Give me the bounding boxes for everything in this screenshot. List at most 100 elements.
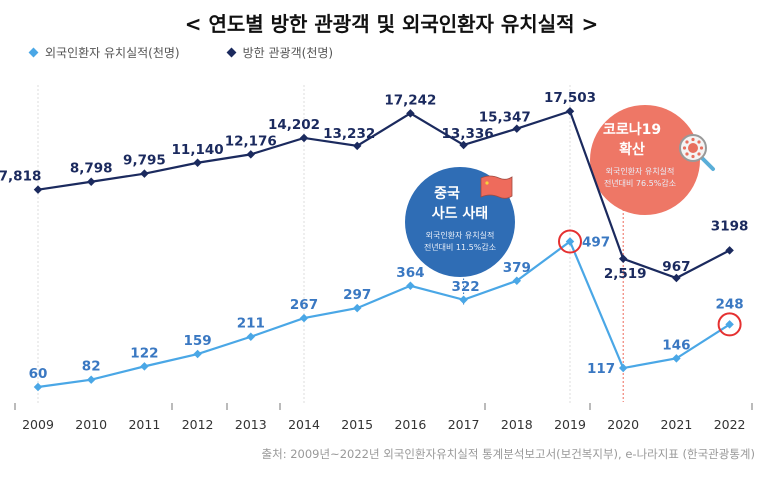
- data-label-2011: 9,795: [123, 153, 166, 169]
- x-tick-label-2016: 2016: [394, 417, 426, 432]
- data-label-2009: 60: [29, 366, 48, 382]
- virus-spike: [697, 152, 701, 156]
- data-label-2021: 146: [662, 337, 690, 353]
- annotation-title-line1: 코로나19: [603, 122, 661, 138]
- data-label-2018: 15,347: [479, 110, 531, 126]
- data-label-2016: 17,242: [384, 92, 436, 108]
- legend-item-patients: 외국인환자 유치실적(천명): [28, 44, 180, 61]
- data-point-2020: [618, 363, 628, 373]
- virus-spike: [699, 146, 704, 150]
- chart-title: < 연도별 방한 관광객 및 외국인환자 유치실적 >: [184, 12, 599, 36]
- data-label-2020: 117: [587, 361, 615, 377]
- magnifier-handle: [699, 155, 715, 171]
- data-point-2018: [512, 276, 522, 286]
- data-point-2014: [299, 313, 309, 323]
- data-point-2011: [140, 169, 149, 178]
- legend-item-tourists: 방한 관광객(천명): [226, 44, 334, 61]
- virus-core: [688, 143, 698, 153]
- x-tick-label-2014: 2014: [288, 417, 320, 432]
- data-label-2013: 211: [237, 316, 265, 332]
- data-label-2022: 248: [716, 296, 744, 312]
- x-tick-label-2013: 2013: [235, 417, 267, 432]
- series-line: [37, 239, 731, 389]
- data-point-2022: [725, 246, 734, 255]
- flag-star: [485, 181, 489, 185]
- data-label-2010: 82: [82, 359, 101, 375]
- virus-spike: [691, 154, 695, 159]
- x-tick-label-2018: 2018: [501, 417, 533, 432]
- data-label-2015: 13,232: [323, 126, 375, 142]
- highlight-circle-2019: [558, 229, 582, 254]
- data-label-2019: 17,503: [544, 90, 596, 106]
- data-point-2014: [299, 133, 309, 143]
- data-point-2009: [33, 185, 43, 194]
- x-tick-label-2012: 2012: [182, 417, 214, 432]
- data-label-2013: 12,176: [225, 133, 277, 149]
- virus-spike: [682, 146, 687, 150]
- x-tick-label-2011: 2011: [128, 417, 160, 432]
- series-line: [37, 109, 731, 280]
- data-label-2018: 379: [503, 260, 531, 276]
- x-tick-label-2009: 2009: [22, 417, 54, 432]
- virus-magnifier-icon: [679, 134, 715, 171]
- data-point-2010: [86, 177, 96, 186]
- data-label-2019: 497: [582, 234, 610, 250]
- annotation-title-line2: 사드 사태: [432, 206, 488, 222]
- highlight-circle-2022: [717, 312, 742, 337]
- data-label-2011: 122: [130, 345, 158, 361]
- x-tick-label-2020: 2020: [607, 417, 639, 432]
- data-point-2021: [672, 273, 681, 283]
- data-label-2012: 11,140: [172, 142, 224, 158]
- data-point-2013: [246, 150, 256, 159]
- data-point-2011: [140, 362, 149, 371]
- flag-cloth: [480, 175, 513, 199]
- virus-spike: [685, 152, 689, 156]
- legend: 외국인환자 유치실적(천명) 방한 관광객(천명): [28, 44, 334, 61]
- data-point-2015: [352, 303, 362, 313]
- data-point-2009: [33, 382, 43, 392]
- data-label-2015: 297: [343, 287, 371, 303]
- annotation-sub-line2: 전년대비 11.5%감소: [424, 242, 496, 252]
- x-tick-label-2017: 2017: [448, 417, 480, 432]
- china-flag-icon: [480, 175, 513, 199]
- x-tick-label-2019: 2019: [554, 417, 586, 432]
- data-point-2012: [193, 349, 202, 359]
- series-patients: 60 82 122 159 211 267 297 364 322 379 497 117 146 248: [29, 234, 744, 392]
- annotation-title-line2: 확산: [619, 141, 645, 158]
- annotation-sub-line2: 전년대비 76.5%감소: [604, 178, 676, 188]
- data-label-2016: 364: [396, 265, 424, 281]
- x-tick-label-2010: 2010: [75, 417, 107, 432]
- data-label-2014: 14,202: [268, 117, 320, 133]
- data-label-2021: 967: [662, 259, 690, 275]
- annotation-sub-line1: 외국인환자 유치실적: [606, 166, 675, 176]
- data-label-2014: 267: [290, 297, 318, 313]
- data-point-2019: [565, 106, 575, 116]
- data-point-2016: [406, 109, 415, 118]
- data-label-2022: 3198: [711, 218, 749, 234]
- source-note: 출처: 2009년~2022년 외국인환자유치실적 통계분석보고서(보건복지부)…: [261, 447, 755, 461]
- legend-label-tourists: 방한 관광객(천명): [242, 46, 334, 60]
- annotation-bubble-red: [590, 105, 700, 215]
- x-tick-label-2021: 2021: [660, 417, 692, 432]
- data-label-2009: 7,818: [0, 169, 41, 185]
- data-label-2012: 159: [184, 333, 212, 349]
- x-tick-label-2022: 2022: [714, 417, 746, 432]
- data-point-2020: [618, 254, 628, 264]
- virus-spike: [691, 137, 695, 142]
- data-point-2018: [512, 124, 522, 133]
- x-tick-label-2015: 2015: [341, 417, 373, 432]
- data-point-2015: [352, 141, 362, 151]
- data-point-2021: [672, 354, 681, 363]
- legend-label-patients: 외국인환자 유치실적(천명): [45, 46, 180, 60]
- data-point-2012: [193, 158, 202, 168]
- data-label-2010: 8,798: [70, 161, 113, 177]
- annotation-title-line1: 중국: [434, 186, 460, 202]
- data-point-2022: [725, 320, 734, 329]
- virus-spike: [685, 140, 689, 144]
- data-label-2017: 322: [452, 279, 480, 295]
- data-point-2016: [406, 281, 415, 291]
